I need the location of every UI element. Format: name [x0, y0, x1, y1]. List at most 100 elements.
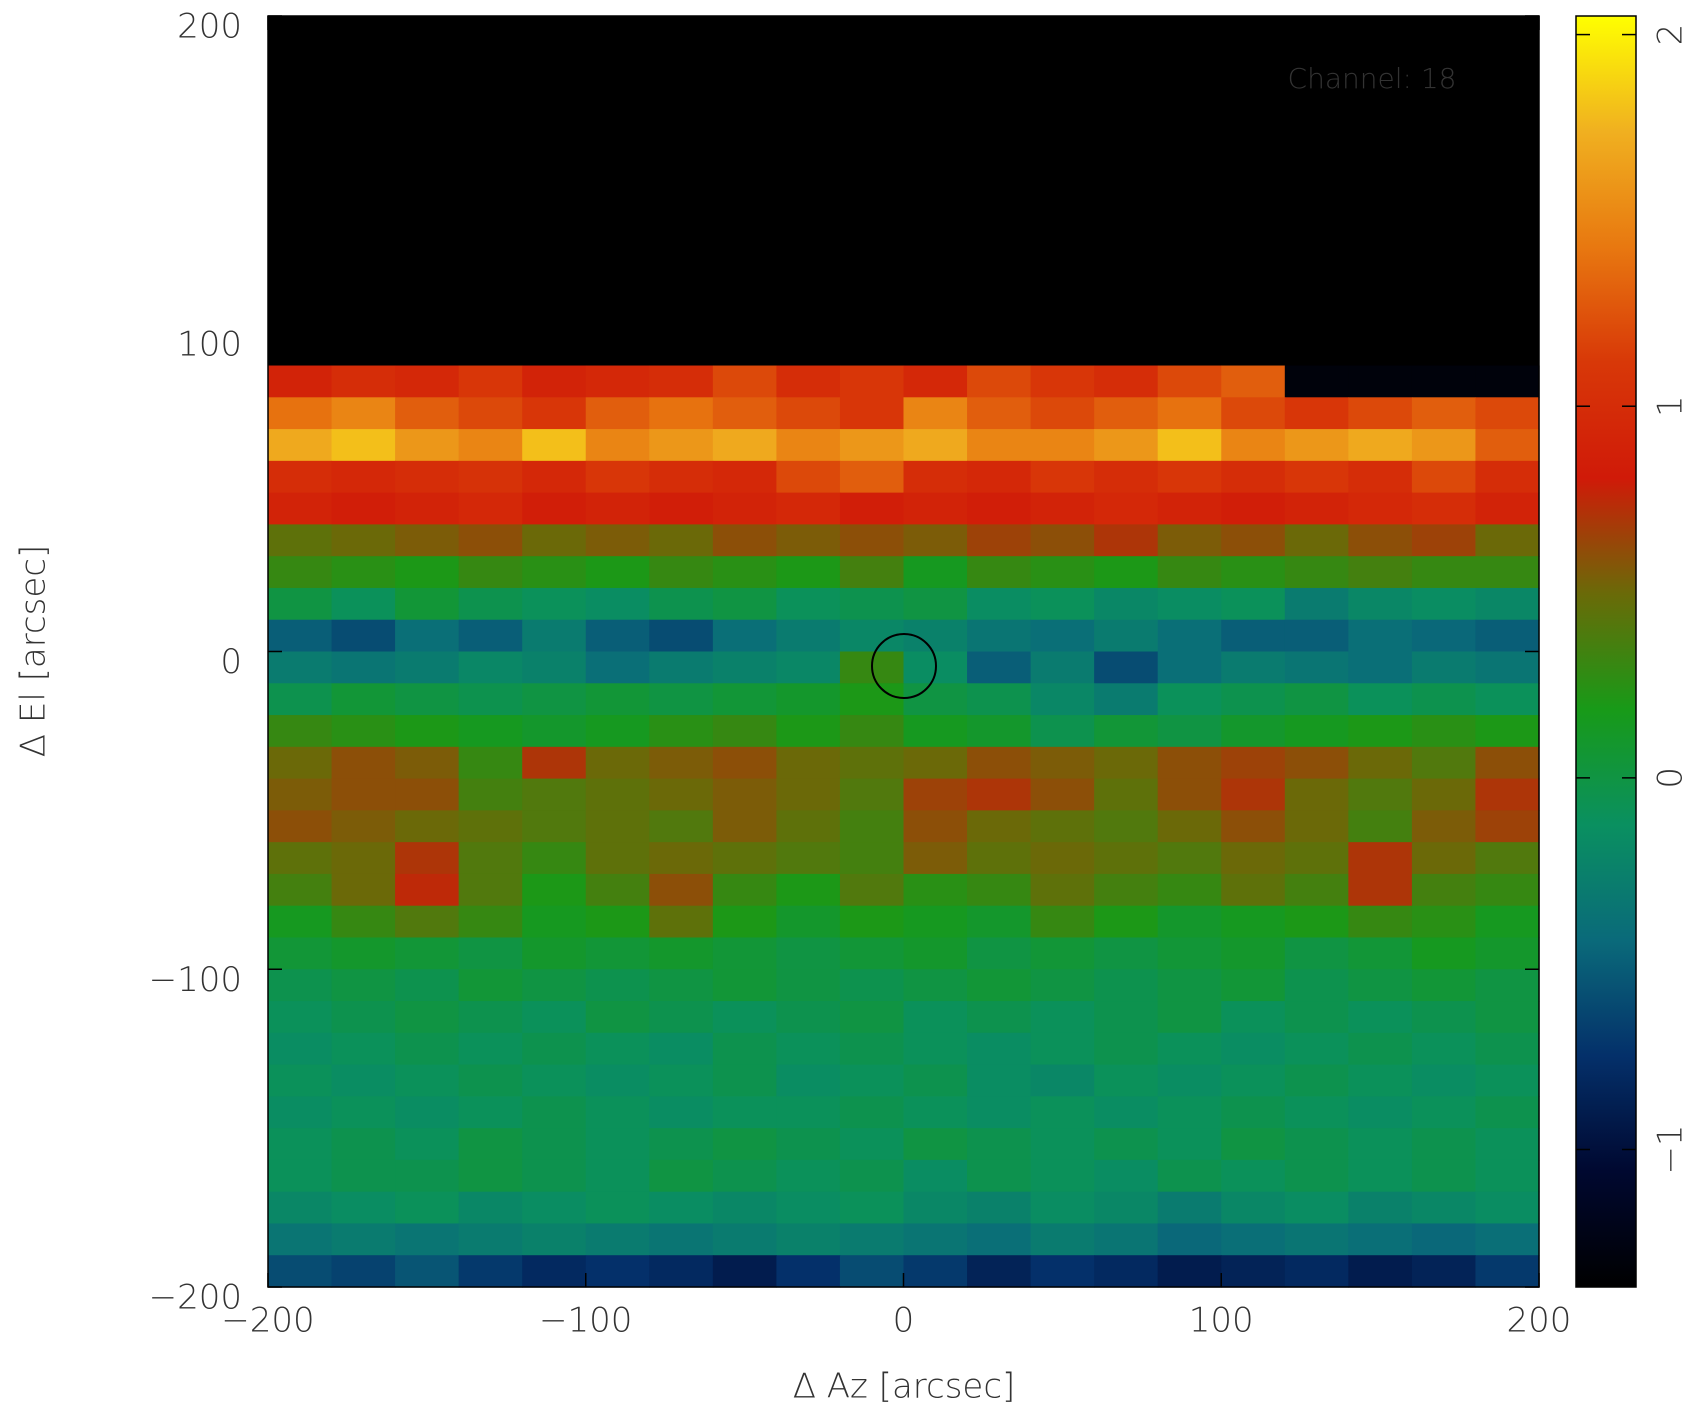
heatmap-cell	[395, 1064, 460, 1097]
heatmap-cell	[458, 873, 523, 907]
heatmap-cell	[839, 1001, 905, 1034]
heatmap-cell	[395, 365, 460, 398]
heatmap-cell	[1411, 683, 1477, 716]
heatmap-cell	[1348, 842, 1413, 875]
heatmap-cell	[1221, 587, 1286, 621]
heatmap-cell	[1157, 873, 1222, 907]
heatmap-cell	[1157, 778, 1222, 811]
heatmap-cell	[522, 969, 587, 1002]
heatmap-cell	[903, 1001, 968, 1034]
colorbar-tick-label: 2	[1651, 24, 1691, 46]
heatmap-cell	[1030, 715, 1095, 748]
heatmap-cell	[1284, 556, 1349, 589]
heatmap-cell	[1348, 937, 1413, 970]
heatmap-cell	[1284, 746, 1349, 780]
heatmap-cell	[1157, 1064, 1222, 1097]
heatmap-cell	[458, 746, 523, 780]
heatmap-cell	[1475, 524, 1540, 557]
heatmap-cell	[1094, 1001, 1159, 1034]
heatmap-cell	[268, 429, 333, 462]
heatmap-cell	[1030, 969, 1095, 1002]
heatmap-cell	[1094, 556, 1159, 589]
heatmap-cell	[1284, 1159, 1349, 1193]
heatmap-cell	[712, 810, 777, 843]
heatmap-cell	[585, 778, 650, 811]
heatmap-cell	[1411, 1096, 1477, 1129]
heatmap-cell	[1411, 810, 1477, 843]
heatmap-cell	[395, 969, 460, 1002]
heatmap-cell	[395, 778, 460, 811]
heatmap-cell	[331, 810, 396, 843]
heatmap-cell	[1221, 429, 1286, 462]
heatmap-cell	[1094, 587, 1159, 621]
heatmap-cell	[1221, 937, 1286, 970]
heatmap-cell	[1221, 810, 1286, 843]
heatmap-cell	[1221, 1128, 1286, 1161]
heatmap-cell	[395, 905, 460, 939]
heatmap-cell	[1475, 651, 1540, 684]
heatmap-cell	[1411, 619, 1477, 653]
heatmap-cell	[1094, 842, 1159, 875]
heatmap-cell	[1094, 778, 1159, 811]
heatmap-cell	[649, 1223, 714, 1256]
heatmap-cell	[395, 492, 460, 525]
heatmap-cell	[967, 429, 1032, 462]
heatmap-cell	[458, 1064, 523, 1097]
heatmap-cell	[776, 460, 841, 494]
heatmap-cell	[1094, 460, 1159, 494]
heatmap-cell	[903, 746, 968, 780]
heatmap-cell	[839, 1255, 905, 1288]
heatmap-cell	[1411, 1064, 1477, 1097]
heatmap-cell	[903, 1064, 968, 1097]
heatmap-cell	[1411, 587, 1477, 621]
heatmap-cell	[1411, 873, 1477, 907]
heatmap-cell	[1221, 524, 1286, 557]
heatmap-cell	[776, 746, 841, 780]
heatmap-cell	[712, 587, 777, 621]
heatmap-cell	[1094, 492, 1159, 525]
heatmap-cell	[1157, 492, 1222, 525]
heatmap-cell	[458, 905, 523, 939]
heatmap-cell	[1411, 1001, 1477, 1034]
heatmap-cell	[1094, 429, 1159, 462]
heatmap-cell	[712, 1159, 777, 1193]
heatmap-cell	[1030, 365, 1095, 398]
heatmap-cell	[1411, 842, 1477, 875]
heatmap-cell	[1475, 1064, 1540, 1097]
heatmap-cell	[712, 460, 777, 494]
heatmap-cell	[522, 873, 587, 907]
heatmap-cell	[649, 969, 714, 1002]
heatmap-cell	[1284, 651, 1349, 684]
heatmap-cell	[649, 429, 714, 462]
heatmap-cell	[331, 746, 396, 780]
heatmap-cell	[967, 905, 1032, 939]
heatmap-cell	[1030, 1128, 1095, 1161]
heatmap-cell	[1030, 556, 1095, 589]
heatmap-cell	[839, 842, 905, 875]
heatmap-cell	[649, 1255, 714, 1288]
heatmap-cell	[776, 1159, 841, 1193]
heatmap-cell	[1284, 1223, 1349, 1256]
heatmap-cell	[1094, 1223, 1159, 1256]
heatmap-cell	[268, 524, 333, 557]
heatmap-cell	[268, 1001, 333, 1034]
heatmap-cell	[1348, 873, 1413, 907]
heatmap-cell	[1411, 556, 1477, 589]
heatmap-cell	[776, 1096, 841, 1129]
heatmap-cell	[1221, 1191, 1286, 1225]
heatmap-cell	[903, 778, 968, 811]
heatmap-cell	[776, 1032, 841, 1066]
x-tick-label: 0	[893, 1301, 915, 1341]
heatmap-cell	[395, 1223, 460, 1256]
heatmap-cell	[776, 778, 841, 811]
heatmap-cell	[903, 492, 968, 525]
heatmap-cell	[776, 429, 841, 462]
heatmap-cell	[585, 1255, 650, 1288]
heatmap-cell	[395, 810, 460, 843]
heatmap-cell	[1348, 1223, 1413, 1256]
heatmap-cell	[331, 778, 396, 811]
y-tick-label: 0	[220, 642, 242, 682]
heatmap-cell	[1221, 873, 1286, 907]
heatmap-cell	[712, 1032, 777, 1066]
heatmap-cell	[1475, 746, 1540, 780]
